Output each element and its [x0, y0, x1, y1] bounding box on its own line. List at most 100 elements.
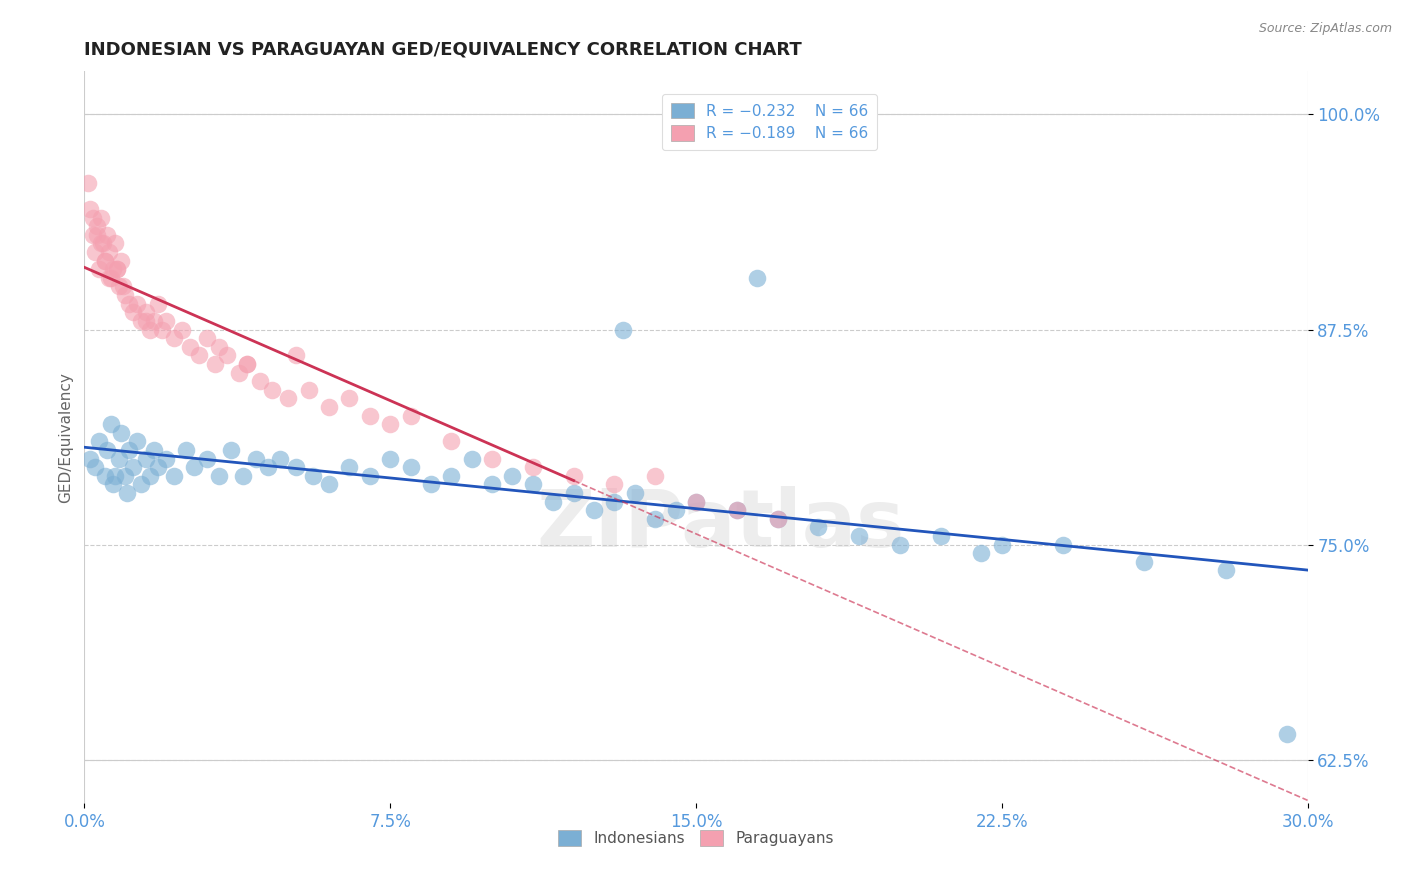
Point: [82, 211, 104, 225]
Point: [481, 477, 503, 491]
Point: [339, 460, 361, 475]
Point: [87, 262, 110, 277]
Point: [685, 494, 707, 508]
Point: [612, 322, 634, 336]
Point: [318, 477, 340, 491]
Point: [122, 305, 145, 319]
Point: [208, 340, 231, 354]
Point: [603, 494, 626, 508]
Point: [105, 262, 128, 277]
Point: [172, 322, 194, 336]
Point: [339, 392, 361, 406]
Point: [79, 451, 101, 466]
Point: [991, 538, 1014, 552]
Point: [93, 253, 115, 268]
Point: [127, 434, 149, 449]
Point: [562, 468, 585, 483]
Point: [135, 451, 157, 466]
Point: [725, 503, 748, 517]
Point: [236, 357, 259, 371]
Point: [1052, 538, 1074, 552]
Point: [359, 409, 381, 423]
Point: [115, 486, 138, 500]
Point: [277, 392, 299, 406]
Point: [187, 348, 209, 362]
Point: [481, 451, 503, 466]
Point: [112, 279, 135, 293]
Point: [93, 253, 115, 268]
Point: [204, 357, 226, 371]
Point: [114, 288, 136, 302]
Point: [101, 477, 124, 491]
Point: [91, 236, 114, 251]
Point: [236, 357, 259, 371]
Point: [644, 468, 666, 483]
Point: [440, 434, 463, 449]
Point: [219, 442, 242, 457]
Point: [1215, 564, 1237, 578]
Point: [150, 322, 173, 336]
Point: [83, 460, 105, 475]
Point: [179, 340, 201, 354]
Point: [142, 314, 165, 328]
Point: [142, 442, 165, 457]
Point: [110, 253, 132, 268]
Text: Source: ZipAtlas.com: Source: ZipAtlas.com: [1258, 22, 1392, 36]
Point: [603, 477, 626, 491]
Point: [131, 314, 153, 328]
Point: [970, 546, 993, 560]
Point: [301, 468, 323, 483]
Point: [118, 442, 141, 457]
Point: [104, 468, 127, 483]
Point: [86, 227, 108, 242]
Point: [217, 348, 239, 362]
Point: [105, 262, 128, 277]
Point: [399, 409, 422, 423]
Point: [269, 451, 291, 466]
Point: [146, 460, 169, 475]
Text: ZIPatlas: ZIPatlas: [536, 486, 904, 564]
Point: [100, 417, 122, 432]
Point: [195, 331, 218, 345]
Point: [359, 468, 381, 483]
Point: [665, 503, 688, 517]
Point: [644, 512, 666, 526]
Point: [155, 314, 177, 328]
Point: [624, 486, 647, 500]
Point: [110, 425, 132, 440]
Point: [380, 417, 402, 432]
Point: [97, 271, 120, 285]
Point: [138, 322, 160, 336]
Point: [725, 503, 748, 517]
Point: [245, 451, 267, 466]
Point: [208, 468, 231, 483]
Point: [163, 331, 186, 345]
Point: [163, 468, 186, 483]
Point: [93, 468, 115, 483]
Point: [77, 176, 100, 190]
Point: [249, 374, 271, 388]
Legend: Indonesians, Paraguayans: Indonesians, Paraguayans: [551, 822, 841, 854]
Point: [929, 529, 952, 543]
Point: [1133, 555, 1156, 569]
Point: [522, 460, 544, 475]
Point: [195, 451, 218, 466]
Point: [298, 383, 321, 397]
Point: [562, 486, 585, 500]
Point: [522, 477, 544, 491]
Point: [100, 271, 122, 285]
Point: [146, 296, 169, 310]
Point: [83, 245, 105, 260]
Point: [135, 305, 157, 319]
Point: [685, 494, 707, 508]
Point: [82, 227, 104, 242]
Point: [108, 279, 131, 293]
Point: [138, 468, 160, 483]
Point: [543, 494, 565, 508]
Point: [96, 227, 118, 242]
Point: [766, 512, 789, 526]
Point: [114, 468, 136, 483]
Point: [848, 529, 870, 543]
Point: [127, 296, 149, 310]
Point: [131, 477, 153, 491]
